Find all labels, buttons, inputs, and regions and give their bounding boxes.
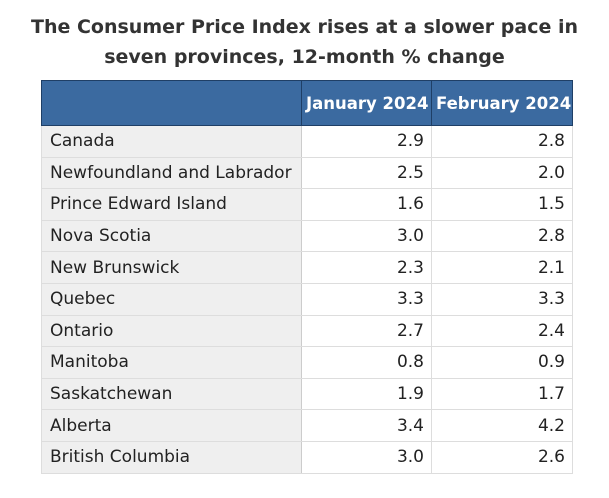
region-cell: Ontario <box>41 314 302 348</box>
february-value-cell: 4.2 <box>431 409 573 442</box>
february-value-cell: 0.9 <box>431 346 573 379</box>
chart-title: The Consumer Price Index rises at a slow… <box>0 12 609 72</box>
table-row: Alberta 3.4 4.2 <box>41 409 573 442</box>
january-value-cell: 2.5 <box>301 156 432 190</box>
january-value-cell: 0.8 <box>301 346 432 379</box>
region-cell: Prince Edward Island <box>41 188 302 221</box>
table-row: New Brunswick 2.3 2.1 <box>41 251 573 284</box>
chart-title-line-2: seven provinces, 12-month % change <box>104 46 505 68</box>
region-cell: Quebec <box>41 282 302 316</box>
table-row: Newfoundland and Labrador 2.5 2.0 <box>41 156 573 190</box>
table-row: Canada 2.9 2.8 <box>41 125 573 158</box>
table-row: Quebec 3.3 3.3 <box>41 282 573 316</box>
table-row: British Columbia 3.0 2.6 <box>41 440 573 474</box>
january-value-cell: 1.6 <box>301 188 432 221</box>
february-value-cell: 3.3 <box>431 282 573 316</box>
january-value-cell: 3.4 <box>301 409 432 442</box>
table-row: Prince Edward Island 1.6 1.5 <box>41 188 573 221</box>
region-cell: Alberta <box>41 409 302 442</box>
table-row: Saskatchewan 1.9 1.7 <box>41 377 573 411</box>
cpi-table: January 2024 February 2024 Canada 2.9 2.8 N… <box>41 80 573 474</box>
january-value-cell: 2.3 <box>301 251 432 284</box>
february-value-cell: 2.0 <box>431 156 573 190</box>
region-cell: Saskatchewan <box>41 377 302 411</box>
february-value-cell: 2.8 <box>431 125 573 158</box>
region-cell: Manitoba <box>41 346 302 379</box>
region-cell: New Brunswick <box>41 251 302 284</box>
chart-title-line-1: The Consumer Price Index rises at a slow… <box>30 16 579 38</box>
table-body: Canada 2.9 2.8 Newfoundland and Labrador 2.5… <box>41 125 573 474</box>
february-value-cell: 2.1 <box>431 251 573 284</box>
january-value-cell: 1.9 <box>301 377 432 411</box>
january-value-cell: 3.0 <box>301 219 432 253</box>
february-value-cell: 2.8 <box>431 219 573 253</box>
table-row: Ontario 2.7 2.4 <box>41 314 573 348</box>
february-value-cell: 2.6 <box>431 440 573 474</box>
table-header-row: January 2024 February 2024 <box>41 80 573 126</box>
january-value-cell: 2.7 <box>301 314 432 348</box>
january-value-cell: 3.0 <box>301 440 432 474</box>
february-value-cell: 1.7 <box>431 377 573 411</box>
february-value-cell: 1.5 <box>431 188 573 221</box>
february-value-cell: 2.4 <box>431 314 573 348</box>
region-cell: British Columbia <box>41 440 302 474</box>
table-row: Manitoba 0.8 0.9 <box>41 346 573 379</box>
header-february-2024: February 2024 <box>431 80 573 126</box>
header-january-2024: January 2024 <box>301 80 432 126</box>
region-cell: Newfoundland and Labrador <box>41 156 302 190</box>
region-cell: Nova Scotia <box>41 219 302 253</box>
january-value-cell: 2.9 <box>301 125 432 158</box>
region-cell: Canada <box>41 125 302 158</box>
header-region-cell <box>41 80 302 126</box>
january-value-cell: 3.3 <box>301 282 432 316</box>
table-row: Nova Scotia 3.0 2.8 <box>41 219 573 253</box>
